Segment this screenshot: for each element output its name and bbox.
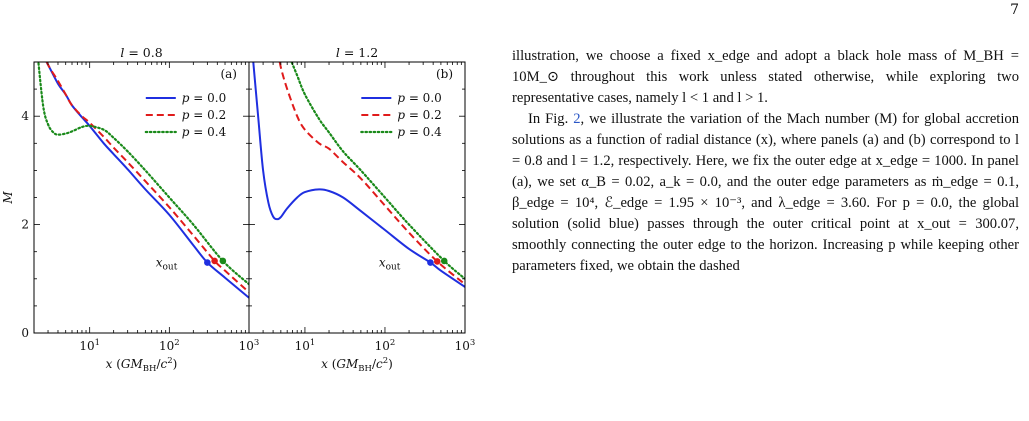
y-axis-label: M (1, 191, 15, 205)
figure-reference-link[interactable]: 2 (573, 111, 581, 127)
x-tick-label: 103 (455, 338, 476, 353)
curves (37, 62, 249, 299)
series-line (45, 62, 249, 294)
body-text: illustration, we choose a fixed x_edge a… (512, 46, 1019, 277)
series-line (37, 62, 249, 286)
legend-label: p = 0.0 (182, 91, 226, 105)
critical-point-marker (211, 257, 218, 265)
panel-title: l = 0.8 (120, 45, 162, 60)
critical-point-marker (427, 259, 434, 266)
critical-point-marker (219, 257, 227, 265)
series-line (45, 62, 249, 299)
y-tick-label: 4 (21, 109, 29, 123)
x-axis-label: x (GMBH/c2) (106, 356, 178, 374)
chart-panel-b: xout 101 102 103 l = 1.2 (b) p = 0.0 p = 0.2 p =… (248, 45, 476, 374)
panel-label: (b) (436, 67, 453, 81)
x-axis-label: x (GMBH/c2) (321, 356, 393, 374)
legend-label: p = 0.2 (182, 108, 226, 122)
curves (252, 62, 465, 288)
legend-label: p = 0.0 (397, 91, 441, 105)
y-tick-label: 0 (21, 326, 29, 340)
legend-label: p = 0.4 (397, 125, 442, 139)
critical-point-marker (440, 257, 448, 265)
critical-point-marker (204, 259, 211, 266)
paragraph-text: , we illustrate the variation of the Mac… (512, 111, 1019, 274)
critical-point-marker (433, 258, 441, 265)
series-line (252, 62, 465, 288)
x-tick-label: 102 (375, 338, 396, 353)
paragraph-text: In Fig. (528, 111, 574, 127)
paragraph: illustration, we choose a fixed x_edge a… (512, 48, 1019, 106)
figure: xout 101 102 103 0 2 4 Ml = 0.8 (a) p = 0.0 p = 0.… (1, 45, 476, 374)
panel-title: l = 1.2 (336, 45, 378, 60)
critical-point-label: xout (156, 256, 178, 273)
x-tick-label: 103 (239, 338, 260, 353)
critical-point-label: xout (379, 256, 401, 273)
x-tick-label: 101 (79, 338, 100, 353)
page-number: 7 (1010, 2, 1019, 18)
chart-panel-a: xout 101 102 103 0 2 4 Ml = 0.8 (a) p = 0.0 p = 0.… (1, 45, 259, 374)
series-line (290, 62, 465, 280)
x-tick-label: 102 (159, 338, 180, 353)
series-line (278, 62, 465, 285)
legend-label: p = 0.2 (397, 108, 441, 122)
paragraph: In Fig. 2, we illustrate the variation o… (512, 109, 1019, 277)
panel-label: (a) (220, 67, 237, 81)
y-tick-label: 2 (21, 218, 29, 232)
x-tick-label: 101 (295, 338, 316, 353)
legend-label: p = 0.4 (182, 125, 227, 139)
